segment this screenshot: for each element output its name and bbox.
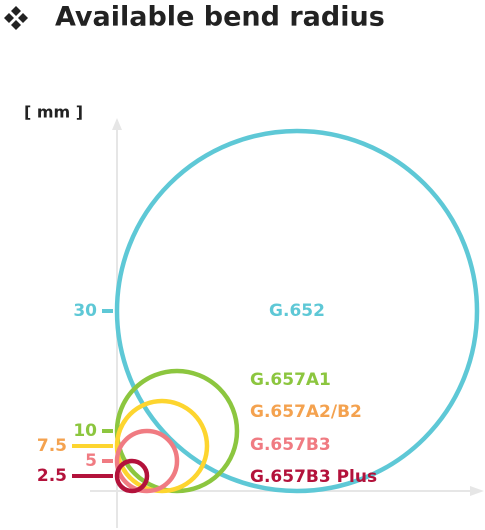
bend-circle	[114, 128, 480, 494]
tick-label: 30	[73, 301, 97, 321]
series-label: G.652	[269, 301, 325, 321]
tick-label: 5	[85, 451, 97, 471]
bend-circle	[114, 458, 150, 494]
title-icon	[4, 6, 28, 30]
chart-title: Available bend radius	[55, 2, 385, 33]
tick-label: 2.5	[37, 466, 67, 486]
series-label: G.657B3 Plus	[250, 467, 377, 487]
bend-circle	[114, 398, 210, 494]
tick-label: 10	[73, 421, 97, 441]
tick-label: 7.5	[37, 436, 67, 456]
series-label: G.657A2/B2	[250, 402, 362, 422]
series-label: G.657B3	[250, 435, 331, 455]
bend-circle	[114, 368, 240, 494]
bend-circle	[114, 428, 180, 494]
y-axis-label: [ mm ]	[24, 103, 83, 122]
series-label: G.657A1	[250, 370, 331, 390]
